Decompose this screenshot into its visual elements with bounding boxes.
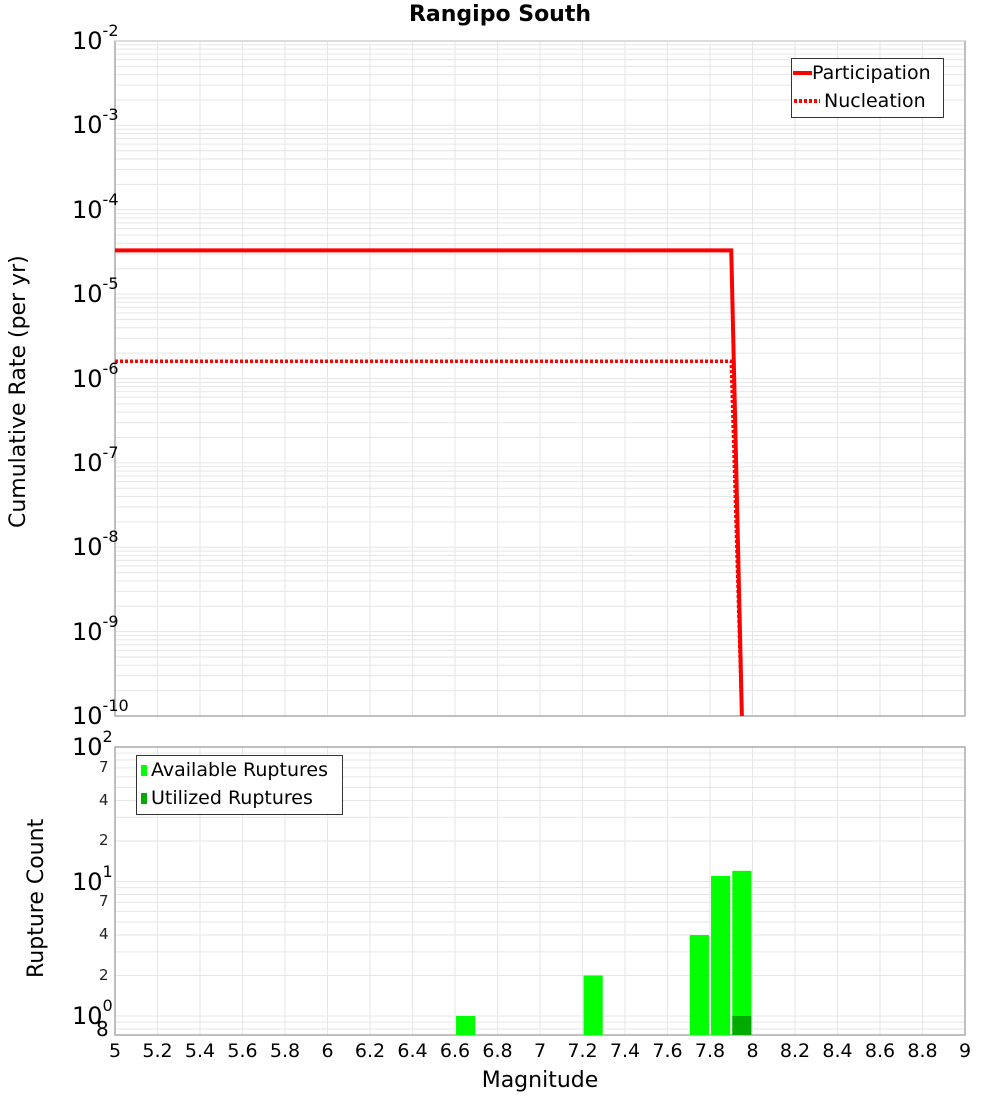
legend-item-utilized: Utilized Ruptures xyxy=(137,784,342,812)
legend-item-participation: Participation xyxy=(792,59,943,87)
top-legend: Participation Nucleation xyxy=(791,58,944,118)
y-tick-label: 101 xyxy=(72,866,113,896)
legend-label: Nucleation xyxy=(824,90,926,112)
y-tick-label: 10-5 xyxy=(72,278,119,308)
legend-item-available: Available Ruptures xyxy=(137,756,342,784)
top-y-axis-label: Cumulative Rate (per yr) xyxy=(6,255,31,528)
y-tick-label: 10-10 xyxy=(72,700,129,730)
x-axis-label: Magnitude xyxy=(115,1068,965,1093)
legend-label: Utilized Ruptures xyxy=(151,787,313,809)
bottom-legend: Available Ruptures Utilized Ruptures xyxy=(136,755,343,815)
y-tick-label: 10-4 xyxy=(72,194,119,224)
green-square-icon xyxy=(141,765,147,776)
y-tick-label: 10-8 xyxy=(72,531,119,561)
dark-green-square-icon xyxy=(141,793,147,804)
y-minor-tick-label: 7 xyxy=(99,758,109,776)
bottom-y-axis-label: Rupture Count xyxy=(24,819,49,978)
y-tick-label: 10-3 xyxy=(72,109,119,139)
y-minor-tick-label: 8 xyxy=(96,1017,109,1041)
y-tick-label: 10-7 xyxy=(72,447,119,477)
y-minor-tick-label: 2 xyxy=(99,831,109,849)
y-tick-label: 10-2 xyxy=(72,25,119,55)
y-tick-label: 102 xyxy=(72,731,113,761)
y-minor-tick-label: 7 xyxy=(99,892,109,910)
x-tick-label: 9 xyxy=(940,1040,990,1062)
y-minor-tick-label: 4 xyxy=(99,791,109,809)
legend-item-nucleation: Nucleation xyxy=(792,87,943,115)
legend-label: Participation xyxy=(812,62,931,84)
solid-line-icon xyxy=(792,59,812,87)
legend-label: Available Ruptures xyxy=(151,759,328,781)
dotted-line-icon xyxy=(792,87,824,115)
y-tick-label: 10-6 xyxy=(72,363,119,393)
y-tick-label: 10-9 xyxy=(72,616,119,646)
y-minor-tick-label: 4 xyxy=(99,925,109,943)
y-minor-tick-label: 2 xyxy=(99,966,109,984)
plot-canvas xyxy=(0,0,1000,1100)
